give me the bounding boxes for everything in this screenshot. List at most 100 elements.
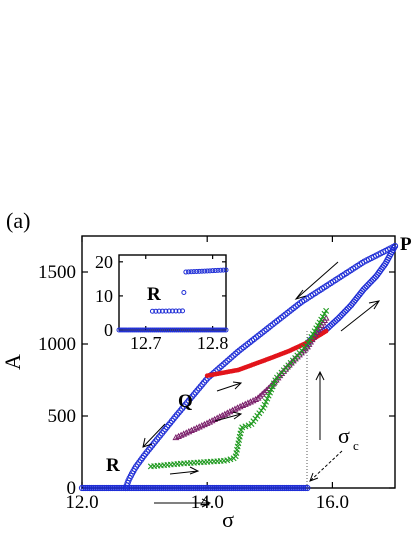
main-series-2-point [236, 402, 244, 410]
inset-series-0-point [220, 267, 226, 273]
inset-series-0-point [196, 268, 202, 274]
inset-background [118, 254, 227, 331]
inset-y-tick-label: 20 [95, 252, 113, 272]
inset-series-0-point [223, 267, 229, 273]
main-x-tick-label: 16.0 [316, 492, 349, 513]
main-y-tick-label: 500 [48, 406, 77, 427]
sigma-c-symbol: σ [338, 423, 350, 448]
inset-series-0-point [212, 268, 218, 274]
main-series-0-point [122, 484, 129, 492]
main-series-3-point [266, 389, 273, 396]
main-y-tick-label: 0 [67, 478, 77, 499]
inset-x-tick-label: 12.7 [130, 333, 162, 353]
main-series-0-point [365, 281, 372, 288]
main-series-2-point [252, 395, 260, 403]
main-series-0-point [328, 321, 336, 328]
inset-axis-ticks: 12.7 12.8 0 10 20 [95, 252, 228, 353]
sigma-c-subscript: c [353, 438, 359, 453]
inset-y-tick-label: 0 [104, 320, 113, 340]
main-series-3-point [318, 316, 325, 323]
main-series-3-point [306, 336, 313, 343]
main-series-2-point [247, 398, 254, 405]
inset-series-0-point [156, 308, 162, 314]
main-series-2-point [221, 410, 229, 417]
main-series-3-point [262, 398, 269, 405]
main-series-0-point [340, 310, 347, 317]
arrow-left-down [142, 423, 166, 448]
inset-data-layer [116, 267, 229, 333]
main-series-2-point [172, 433, 180, 441]
inset-series-0-point [194, 269, 200, 274]
arrow-low [169, 470, 199, 475]
main-series-3-point [321, 310, 328, 317]
main-series-3-point [264, 395, 271, 402]
main-series-3-point [314, 322, 321, 329]
main-series-3-point [261, 401, 268, 408]
main-y-tick-label: 1000 [38, 334, 76, 355]
main-series-0-point [341, 308, 348, 315]
main-series-3-point [268, 386, 275, 393]
arrow-mid-1 [216, 382, 242, 392]
inset-y-tick-label: 10 [95, 286, 113, 306]
main-series-2-point [216, 413, 224, 420]
inset-series-0-point [218, 267, 224, 273]
main-series-3-point [323, 307, 330, 314]
main-series-2-point [195, 423, 203, 430]
main-series-2-point [218, 411, 226, 419]
main-series-3-point [316, 319, 323, 326]
arrow-mid-2 [214, 413, 242, 422]
main-series-0-point [327, 322, 334, 329]
main-series-2-point [322, 314, 330, 321]
main-series-2-point [206, 418, 213, 425]
main-series-0-point [343, 306, 350, 314]
main-series-0-point [304, 484, 311, 492]
main-series-3-point [260, 404, 267, 411]
inset-plot: 12.7 12.8 0 10 20 R [95, 252, 229, 353]
main-series-2-point [187, 426, 195, 434]
main-series-0-point [360, 286, 367, 293]
inset-series-0-point [202, 268, 208, 274]
inset-series-0-point [215, 267, 221, 273]
main-series-1-point [323, 328, 329, 334]
main-series-2-point [193, 424, 201, 431]
guide-arrows [142, 261, 381, 508]
main-series-0-point [337, 313, 344, 320]
main-series-2-point [203, 419, 211, 426]
inset-series-0-point [186, 269, 192, 275]
main-x-tick-label: 12.0 [65, 492, 98, 513]
main-series-0-point [362, 284, 369, 291]
arrow-top-down [295, 261, 339, 300]
main-series-0-point [335, 315, 342, 322]
main-series-2-point [180, 430, 188, 437]
main-y-tick-label: 1500 [38, 262, 76, 283]
inset-series-0-point [149, 308, 155, 314]
annotation-sigma-c: σ c [338, 423, 359, 453]
inset-series-0-point [181, 290, 187, 295]
main-series-2-point [226, 408, 234, 415]
inset-series-0-point [188, 269, 194, 275]
annotation-P: P [400, 234, 412, 255]
arrow-bottom-head [201, 498, 212, 508]
inset-series-0-point [159, 308, 165, 314]
inset-series-0-point [153, 308, 159, 314]
inset-x-tick-label: 12.8 [197, 333, 229, 353]
inset-series-0-point [223, 327, 229, 333]
main-series-2-point [208, 417, 216, 424]
main-series-0-point [332, 318, 339, 325]
main-series-2-point [234, 404, 241, 411]
inset-annotation-R: R [147, 284, 161, 305]
main-series-2-point [190, 425, 198, 432]
main-series-2-point [200, 420, 208, 428]
main-series-2-point [249, 397, 257, 404]
main-series-0-point [366, 279, 373, 287]
inset-series-0-point [210, 268, 216, 274]
main-series-3-point [305, 339, 312, 346]
main-series-3-point [313, 325, 320, 332]
main-series-2-point [228, 406, 236, 414]
main-series-3-point [319, 313, 326, 320]
main-series-0-point [338, 311, 345, 319]
main-series-2-point [177, 431, 185, 438]
main-series-2-point [175, 432, 182, 439]
